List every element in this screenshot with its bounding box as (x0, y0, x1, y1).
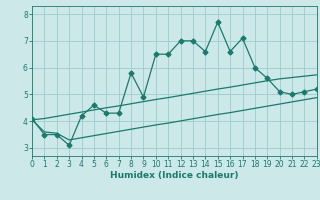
X-axis label: Humidex (Indice chaleur): Humidex (Indice chaleur) (110, 171, 239, 180)
